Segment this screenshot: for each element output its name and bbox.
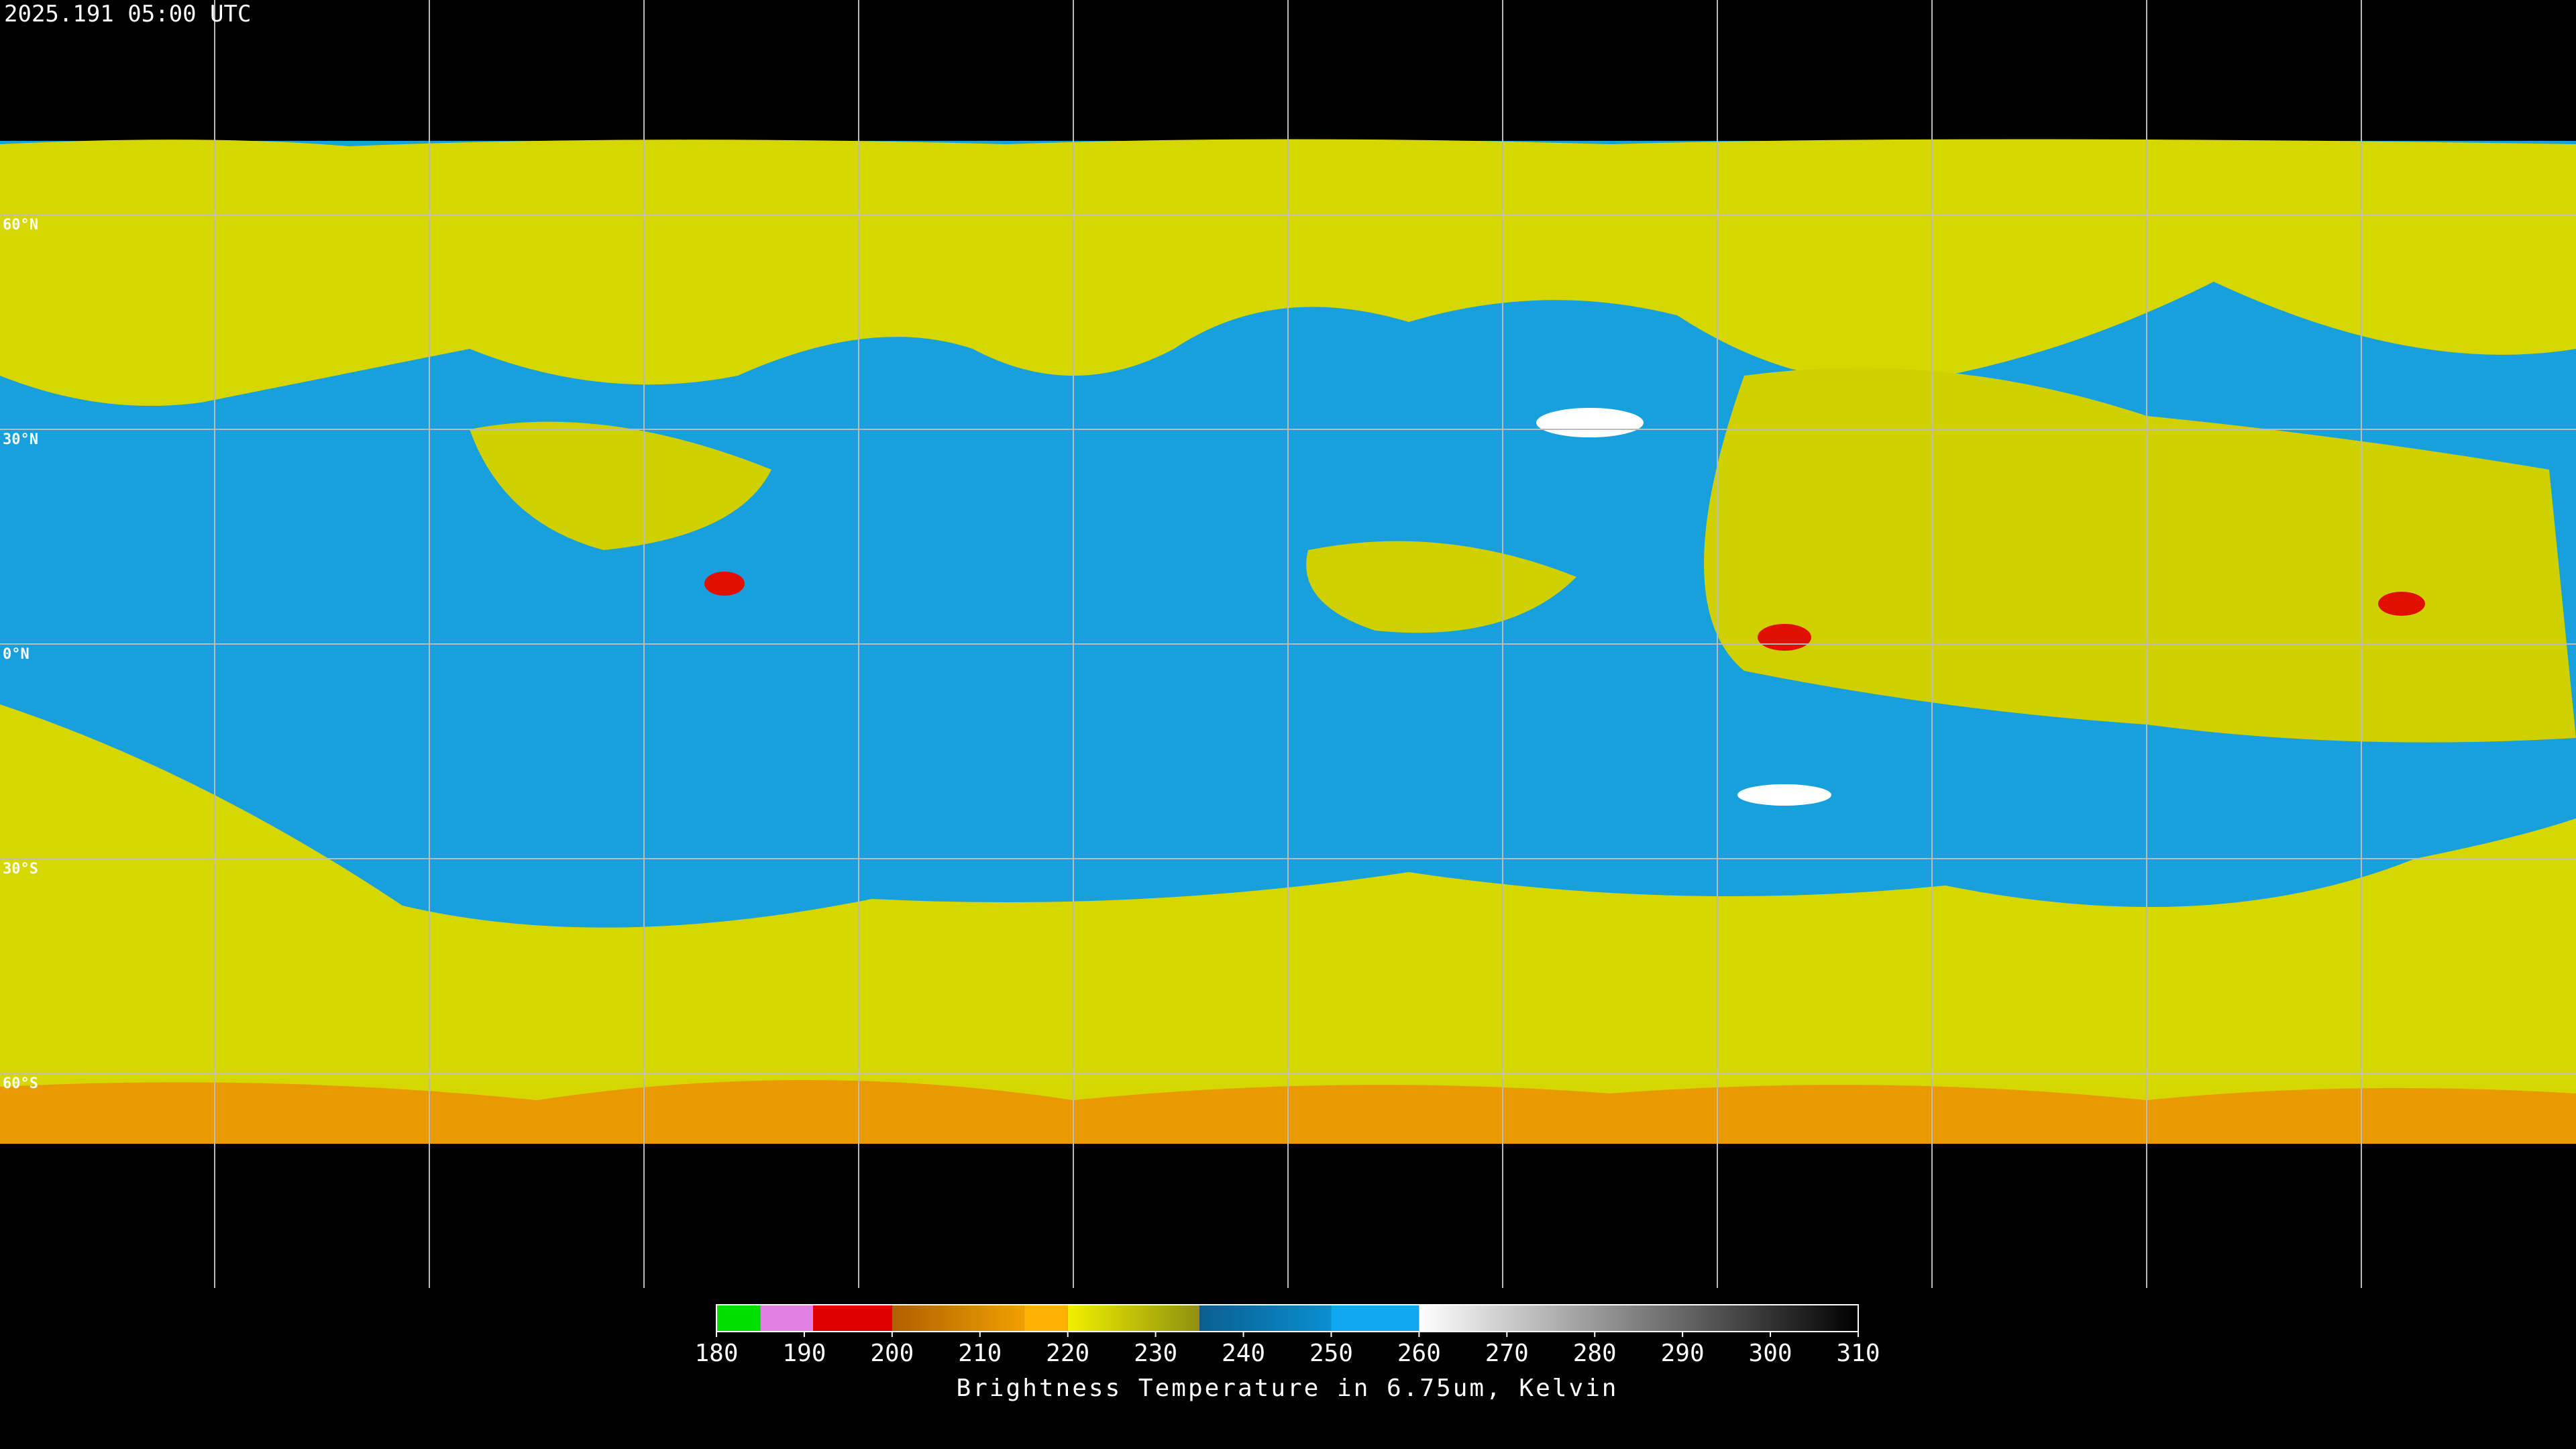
colorbar-tick-label: 180 (694, 1340, 738, 1367)
colorbar-tick-label: 290 (1661, 1340, 1705, 1367)
colorbar-tick-label: 240 (1222, 1340, 1265, 1367)
graticule: 60°N 30°N 0°N 30°S 60°S (0, 0, 2576, 1288)
colorbar-segment (1331, 1305, 1419, 1332)
latitude-label: 30°S (3, 861, 38, 877)
colorbar-segment (1067, 1305, 1200, 1332)
colorbar-tick-label: 310 (1836, 1340, 1880, 1367)
convective-core (2378, 592, 2425, 616)
latitude-label: 60°N (3, 217, 38, 233)
colorbar-segment (716, 1305, 761, 1332)
colorbar-tick-label: 220 (1046, 1340, 1089, 1367)
colorbar-tick-label: 260 (1397, 1340, 1441, 1367)
colorbar-tick-label: 270 (1485, 1340, 1529, 1367)
cloud-africa (1306, 541, 1576, 633)
timestamp: 2025.191 05:00 UTC (4, 1, 251, 28)
colorbar-segment (1024, 1305, 1068, 1332)
colorbar-segment (1199, 1305, 1332, 1332)
colorbar-segment (892, 1305, 1024, 1332)
colorbar-tick-label: 210 (958, 1340, 1002, 1367)
colorbar-segment (760, 1305, 814, 1332)
latitude-label: 30°N (3, 431, 38, 448)
colorbar-frame (716, 1304, 1859, 1332)
colorbar-tick-label: 200 (870, 1340, 914, 1367)
warm-spot (1536, 408, 1644, 437)
colorbar-tick-label: 250 (1309, 1340, 1353, 1367)
colorbar-tick-label: 230 (1134, 1340, 1177, 1367)
cloud-asia (1704, 368, 2576, 743)
convective-core (1758, 624, 1811, 651)
latitude-label: 0°N (3, 646, 30, 663)
colorbar: 180 190 200 210 220 230 240 250 260 270 280 290 300 3… (694, 1304, 1880, 1402)
colorbar-segment (1419, 1305, 1858, 1332)
cloud-americas (470, 421, 771, 550)
colorbar-tick-label: 190 (782, 1340, 826, 1367)
colorbar-tick-label: 280 (1573, 1340, 1617, 1367)
colorbar-segment (813, 1305, 892, 1332)
colorbar-label: Brightness Temperature in 6.75um, Kelvin (957, 1375, 1619, 1402)
colorbar-tick-label: 300 (1749, 1340, 1792, 1367)
latitude-label: 60°S (3, 1075, 38, 1092)
convective-core (704, 572, 745, 596)
warm-spot (1737, 784, 1831, 806)
